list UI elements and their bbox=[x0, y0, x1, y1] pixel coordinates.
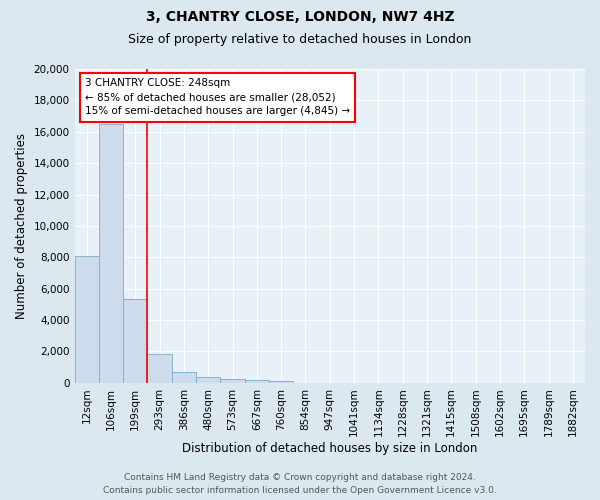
Bar bbox=[245, 380, 269, 383]
Text: Size of property relative to detached houses in London: Size of property relative to detached ho… bbox=[128, 32, 472, 46]
Y-axis label: Number of detached properties: Number of detached properties bbox=[15, 133, 28, 319]
Bar bbox=[148, 354, 172, 383]
Bar bbox=[172, 372, 196, 383]
Bar bbox=[196, 377, 220, 383]
Text: Contains HM Land Registry data © Crown copyright and database right 2024.
Contai: Contains HM Land Registry data © Crown c… bbox=[103, 473, 497, 495]
X-axis label: Distribution of detached houses by size in London: Distribution of detached houses by size … bbox=[182, 442, 478, 455]
Text: 3 CHANTRY CLOSE: 248sqm
← 85% of detached houses are smaller (28,052)
15% of sem: 3 CHANTRY CLOSE: 248sqm ← 85% of detache… bbox=[85, 78, 350, 116]
Text: 3, CHANTRY CLOSE, LONDON, NW7 4HZ: 3, CHANTRY CLOSE, LONDON, NW7 4HZ bbox=[146, 10, 454, 24]
Bar bbox=[74, 256, 99, 383]
Bar bbox=[269, 381, 293, 383]
Bar bbox=[123, 299, 148, 383]
Bar bbox=[220, 380, 245, 383]
Bar bbox=[99, 124, 123, 383]
